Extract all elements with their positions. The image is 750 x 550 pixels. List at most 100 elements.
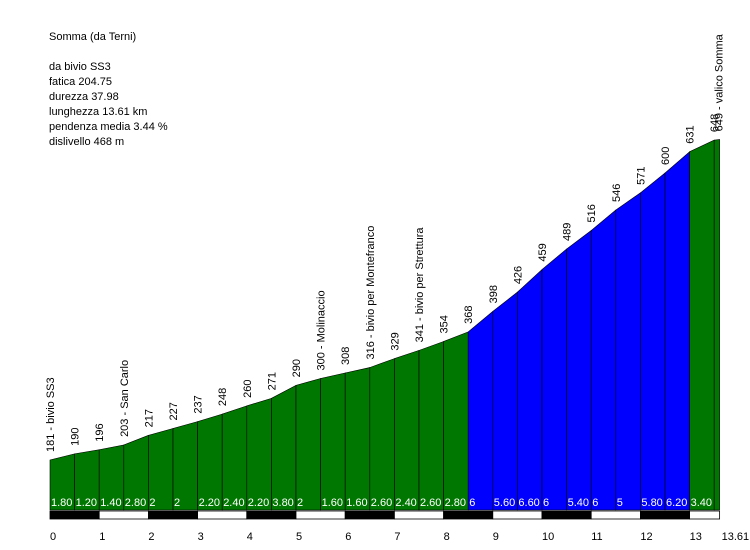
elevation-label-0: 181 - bivio SS3	[45, 377, 57, 452]
grade-label-17: 6	[469, 497, 475, 509]
profile-segment-7	[221, 405, 248, 511]
elevation-label-28: 649 - valico Somma	[714, 33, 726, 131]
elevation-label-17: 368	[463, 306, 475, 324]
elevation-label-27: 648	[709, 114, 721, 132]
climb-info-block: Somma (da Terni) da bivio SS3 fatica 204…	[49, 30, 168, 150]
profile-segment-24	[640, 172, 666, 511]
grade-label-26: 3.40	[691, 497, 712, 509]
scale-block-6	[344, 510, 395, 520]
profile-segment-16	[443, 331, 469, 511]
profile-segment-11	[320, 372, 346, 511]
x-tick-label-12: 12	[640, 531, 652, 543]
elevation-label-9: 271	[266, 372, 278, 390]
grade-label-14: 2.40	[395, 497, 416, 509]
elevation-label-20: 459	[537, 243, 549, 261]
elevation-label-8: 260	[242, 380, 254, 398]
grade-label-3: 2.80	[125, 497, 146, 509]
profile-segment-22	[590, 209, 617, 511]
profile-segment-14	[394, 349, 420, 511]
profile-segment-27	[713, 139, 720, 511]
profile-segment-18	[492, 291, 518, 511]
grade-label-23: 5	[617, 497, 623, 509]
x-tick-label-2: 2	[148, 531, 154, 543]
grade-label-4: 2	[149, 497, 155, 509]
scale-block-2	[147, 510, 198, 520]
elevation-label-7: 248	[217, 388, 229, 406]
elevation-label-11: 300 - Molinaccio	[316, 290, 328, 370]
grade-label-25: 6.20	[666, 497, 687, 509]
grade-label-13: 2.60	[371, 497, 392, 509]
scale-block-10	[541, 510, 592, 520]
x-tick-label-14: 13.61	[722, 531, 750, 543]
elevation-label-24: 571	[635, 166, 647, 184]
grade-label-7: 2.40	[223, 497, 244, 509]
elevation-label-22: 516	[586, 204, 598, 222]
x-tick-label-11: 11	[591, 531, 602, 543]
climb-lunghezza: lunghezza 13.61 km	[49, 106, 148, 118]
profile-segment-8	[246, 397, 272, 511]
elevation-label-21: 489	[562, 223, 574, 241]
x-tick-label-3: 3	[198, 531, 204, 543]
scale-block-5	[295, 510, 346, 520]
scale-block-7	[393, 510, 444, 520]
elevation-label-23: 546	[611, 184, 623, 202]
scale-block-1	[98, 510, 149, 520]
profile-segment-26	[689, 139, 715, 511]
climb-title: Somma (da Terni)	[49, 31, 137, 43]
elevation-label-15: 341 - bivio per Strettura	[414, 227, 426, 343]
climb-fatica: fatica 204.75	[49, 76, 112, 88]
elevation-label-10: 290	[291, 359, 303, 377]
grade-label-10: 2	[297, 497, 303, 509]
elevation-label-18: 398	[488, 285, 500, 303]
elevation-label-2: 196	[94, 423, 106, 441]
climb-pendenza: pendenza media 3.44 %	[49, 121, 168, 133]
elevation-label-25: 600	[660, 147, 672, 165]
grade-label-16: 2.80	[445, 497, 466, 509]
profile-segment-15	[418, 341, 444, 511]
profile-segment-9	[271, 384, 297, 511]
grade-label-1: 1.20	[76, 497, 97, 509]
grade-label-12: 1.60	[346, 497, 367, 509]
grade-label-19: 6.60	[518, 497, 539, 509]
profile-segment-13	[369, 358, 395, 511]
elevation-label-26: 631	[685, 125, 697, 143]
scale-block-0	[49, 510, 100, 520]
grade-label-18: 5.60	[494, 497, 515, 509]
elevation-label-13: 316 - bivio per Montefranco	[365, 226, 377, 360]
scale-block-3	[197, 510, 248, 520]
scale-block-13	[689, 510, 721, 520]
profile-segment-10	[295, 378, 321, 511]
x-tick-label-13: 13	[690, 531, 702, 543]
profile-segment-25	[664, 151, 690, 511]
profile-segment-20	[541, 248, 567, 511]
grade-label-6: 2.20	[199, 497, 220, 509]
grade-label-22: 6	[592, 497, 598, 509]
grade-label-20: 6	[543, 497, 549, 509]
climb-start: da bivio SS3	[49, 61, 111, 73]
x-tick-label-1: 1	[99, 531, 105, 543]
elevation-label-16: 354	[439, 315, 451, 333]
x-tick-label-0: 0	[50, 531, 56, 543]
grade-label-21: 5.40	[568, 497, 589, 509]
profile-segment-17	[467, 310, 494, 511]
elevation-label-5: 227	[168, 402, 180, 420]
climb-durezza: durezza 37.98	[49, 91, 119, 103]
scale-block-11	[590, 510, 641, 520]
grade-label-2: 1.40	[100, 497, 121, 509]
scale-block-4	[246, 510, 297, 520]
x-tick-label-7: 7	[394, 531, 400, 543]
grade-label-24: 5.80	[641, 497, 662, 509]
x-tick-label-4: 4	[247, 531, 253, 543]
profile-segment-19	[517, 268, 543, 511]
scale-block-8	[443, 510, 494, 520]
x-tick-label-9: 9	[493, 531, 499, 543]
elevation-label-14: 329	[389, 332, 401, 350]
elevation-label-3: 203 - San Carlo	[119, 360, 131, 437]
profile-segment-23	[615, 192, 641, 511]
grade-label-15: 2.60	[420, 497, 441, 509]
elevation-label-1: 190	[70, 427, 82, 445]
grade-label-11: 1.60	[322, 497, 343, 509]
x-tick-label-5: 5	[296, 531, 302, 543]
grade-label-5: 2	[174, 497, 180, 509]
